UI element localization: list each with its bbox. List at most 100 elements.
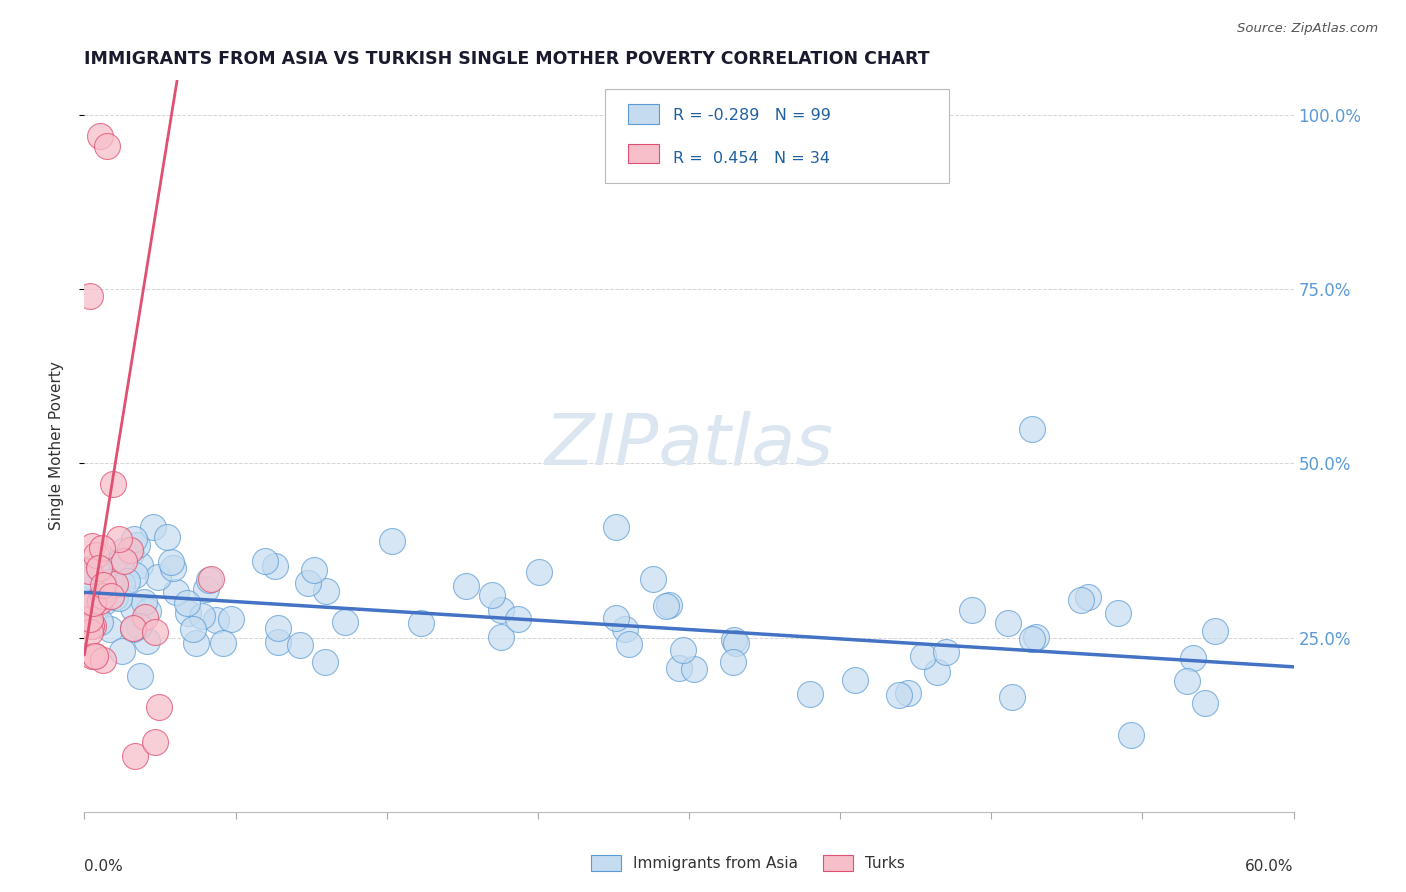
Point bbox=[613, 623, 636, 637]
Y-axis label: Single Mother Poverty: Single Mother Poverty bbox=[49, 361, 63, 531]
Point bbox=[672, 643, 695, 657]
Point bbox=[148, 569, 170, 583]
Point bbox=[104, 590, 127, 604]
Point bbox=[124, 749, 146, 764]
Point bbox=[134, 610, 156, 624]
Point bbox=[211, 635, 233, 649]
Text: Immigrants from Asia: Immigrants from Asia bbox=[633, 856, 797, 871]
Point bbox=[605, 520, 627, 534]
Point bbox=[82, 618, 104, 632]
Point bbox=[177, 606, 200, 620]
Point bbox=[267, 621, 290, 635]
Point bbox=[315, 583, 337, 598]
Text: R =  0.454   N = 34: R = 0.454 N = 34 bbox=[673, 152, 831, 166]
Point bbox=[100, 589, 122, 603]
Point bbox=[91, 589, 114, 603]
Point bbox=[911, 649, 934, 664]
Point bbox=[129, 668, 152, 682]
Point bbox=[148, 700, 170, 714]
Point bbox=[79, 562, 101, 576]
Point bbox=[89, 128, 111, 143]
Point bbox=[91, 653, 114, 667]
Point bbox=[454, 579, 477, 593]
Point bbox=[89, 560, 111, 574]
Point bbox=[80, 619, 103, 633]
Point bbox=[1021, 421, 1043, 435]
Point bbox=[264, 559, 287, 574]
Point bbox=[254, 553, 277, 567]
Point bbox=[108, 591, 131, 606]
Point bbox=[381, 534, 404, 549]
Point bbox=[506, 612, 529, 626]
Point bbox=[82, 648, 104, 663]
Point bbox=[489, 630, 512, 644]
Point bbox=[934, 645, 956, 659]
Point bbox=[100, 575, 122, 590]
Point bbox=[288, 638, 311, 652]
Point bbox=[889, 688, 911, 702]
Point bbox=[121, 601, 143, 615]
Point bbox=[997, 615, 1019, 630]
Point bbox=[1001, 690, 1024, 705]
Point bbox=[527, 566, 550, 580]
Point bbox=[124, 568, 146, 582]
Point bbox=[122, 622, 145, 636]
Point bbox=[80, 540, 103, 554]
Text: R = -0.289   N = 99: R = -0.289 N = 99 bbox=[673, 109, 831, 123]
Point bbox=[605, 611, 627, 625]
Point bbox=[181, 622, 204, 636]
Point bbox=[120, 546, 142, 560]
Point bbox=[79, 569, 101, 583]
Point bbox=[98, 622, 121, 636]
Point bbox=[79, 625, 101, 640]
Point bbox=[111, 644, 134, 658]
Point bbox=[143, 624, 166, 639]
Text: Source: ZipAtlas.com: Source: ZipAtlas.com bbox=[1237, 22, 1378, 36]
Point bbox=[122, 621, 145, 635]
Point bbox=[90, 541, 112, 555]
Point bbox=[111, 544, 134, 558]
Point bbox=[79, 612, 101, 626]
Point bbox=[112, 554, 135, 568]
Point bbox=[1182, 650, 1205, 665]
Point bbox=[219, 612, 242, 626]
Point bbox=[91, 578, 114, 592]
Point bbox=[101, 477, 124, 491]
Point bbox=[962, 603, 984, 617]
Point bbox=[135, 634, 157, 648]
Point bbox=[297, 576, 319, 591]
Point bbox=[641, 572, 664, 586]
Point bbox=[122, 532, 145, 546]
Text: ZIPatlas: ZIPatlas bbox=[544, 411, 834, 481]
Text: Turks: Turks bbox=[865, 856, 904, 871]
Point bbox=[723, 655, 745, 669]
Point bbox=[93, 595, 115, 609]
Point bbox=[489, 603, 512, 617]
Point bbox=[77, 573, 100, 587]
Point bbox=[94, 582, 117, 596]
Point bbox=[1025, 630, 1047, 644]
Point bbox=[799, 687, 821, 701]
Point bbox=[111, 576, 134, 591]
Point bbox=[165, 585, 187, 599]
Point bbox=[1021, 632, 1043, 646]
Point bbox=[655, 599, 678, 613]
Point bbox=[84, 601, 107, 615]
Point bbox=[89, 594, 111, 608]
Point bbox=[198, 574, 221, 588]
Point bbox=[84, 649, 107, 664]
Point bbox=[108, 533, 131, 547]
Point bbox=[302, 563, 325, 577]
Point bbox=[1119, 729, 1142, 743]
Text: 60.0%: 60.0% bbox=[1246, 859, 1294, 874]
Point bbox=[79, 289, 101, 303]
Point bbox=[82, 596, 104, 610]
Point bbox=[314, 655, 336, 669]
Point bbox=[100, 559, 122, 574]
Point bbox=[155, 530, 177, 544]
Point bbox=[723, 633, 745, 648]
Point bbox=[617, 637, 640, 651]
Point bbox=[104, 576, 127, 591]
Point bbox=[1107, 607, 1129, 621]
Point bbox=[204, 613, 226, 627]
